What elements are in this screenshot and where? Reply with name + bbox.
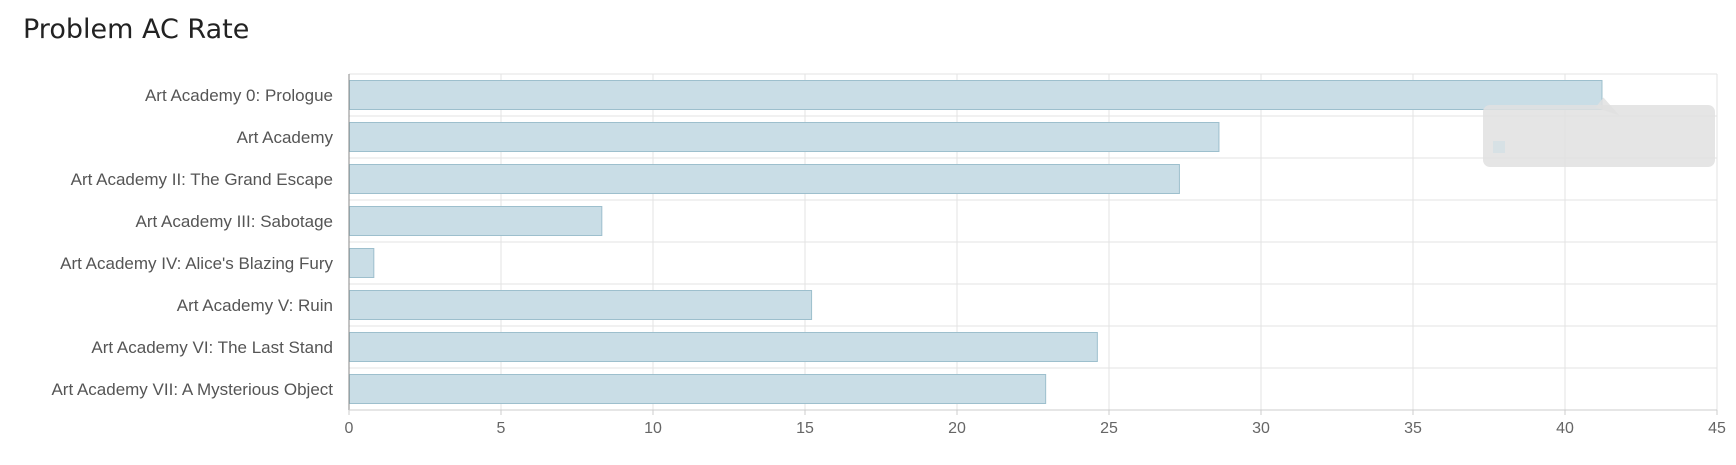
hover-tooltip	[1483, 97, 1715, 167]
tooltip-caret	[1595, 97, 1620, 116]
x-tick-labels: 0 5 10 15 20 25 30 35 40 45	[345, 410, 1726, 437]
bar[interactable]	[349, 248, 375, 278]
bar[interactable]	[349, 332, 1098, 362]
x-tick-label: 35	[1404, 420, 1422, 437]
bar[interactable]	[349, 206, 603, 236]
axis-layer	[348, 74, 1717, 411]
category-label: Art Academy 0: Prologue	[145, 86, 333, 105]
category-label: Art Academy VI: The Last Stand	[91, 338, 333, 357]
x-tick-label: 30	[1252, 420, 1270, 437]
category-label: Art Academy	[237, 128, 334, 147]
x-tick-label: 15	[796, 420, 814, 437]
category-label: Art Academy VII: A Mysterious Object	[51, 380, 333, 399]
x-tick-label: 0	[345, 420, 354, 437]
bar[interactable]	[349, 122, 1220, 152]
x-tick-label: 45	[1708, 420, 1726, 437]
x-tick-label: 20	[948, 420, 966, 437]
category-label: Art Academy V: Ruin	[177, 296, 333, 315]
category-label: Art Academy IV: Alice's Blazing Fury	[60, 254, 333, 273]
page-title: Problem AC Rate	[23, 14, 250, 45]
x-tick-label: 5	[497, 420, 506, 437]
x-tick-label: 40	[1556, 420, 1574, 437]
bar[interactable]	[349, 290, 813, 320]
bar[interactable]	[349, 80, 1603, 110]
x-tick-label: 10	[644, 420, 662, 437]
category-label: Art Academy III: Sabotage	[135, 212, 333, 231]
bar-layer	[349, 80, 1603, 404]
bar[interactable]	[349, 164, 1180, 194]
tooltip-swatch	[1493, 141, 1505, 153]
tooltip-box	[1483, 105, 1715, 167]
category-labels: Art Academy 0: Prologue Art Academy Art Ac…	[51, 86, 333, 399]
bar[interactable]	[349, 374, 1047, 404]
x-tick-label: 25	[1100, 420, 1118, 437]
category-label: Art Academy II: The Grand Escape	[71, 170, 333, 189]
